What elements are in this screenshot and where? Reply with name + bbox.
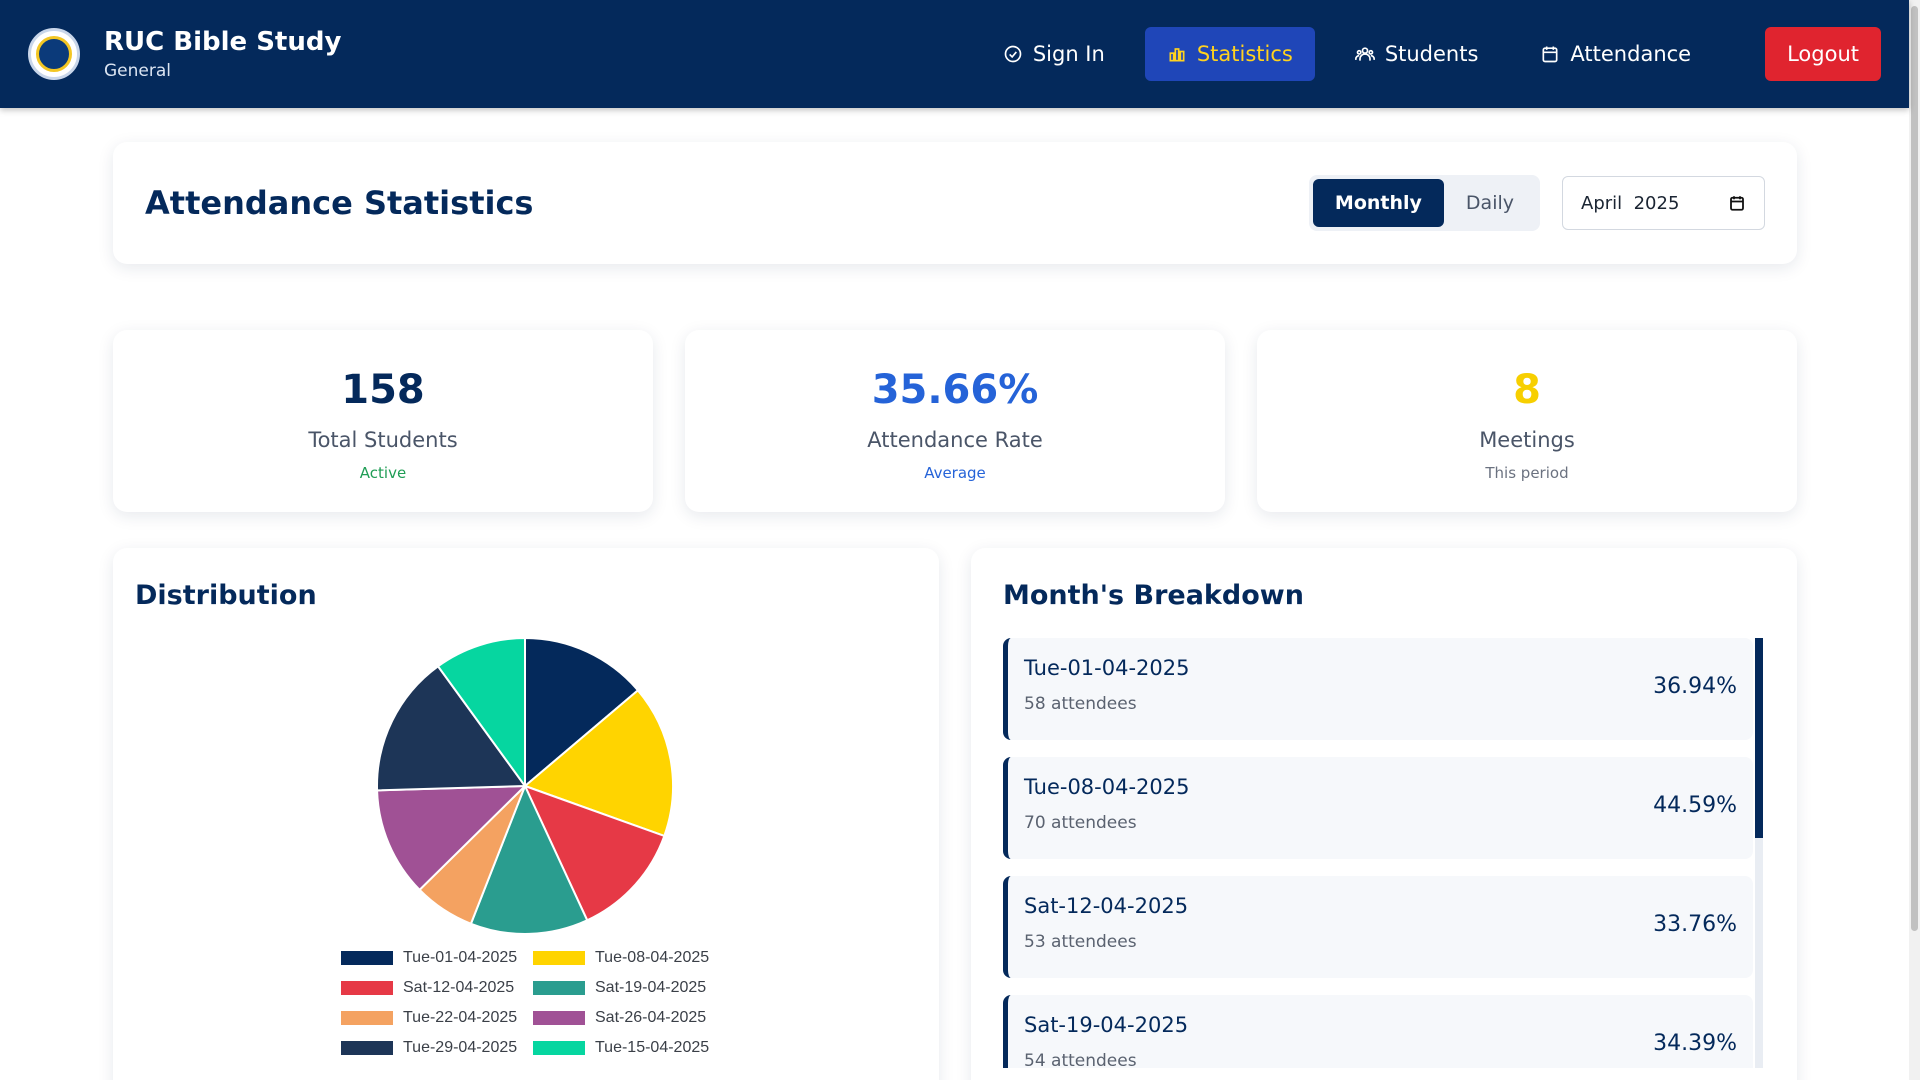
top-navbar: RUC Bible Study General Sign In Statisti… [0,0,1909,108]
calendar-icon[interactable] [1728,194,1746,212]
breakdown-attendees: 70 attendees [1024,813,1137,833]
breakdown-percent: 34.39% [1653,1031,1737,1056]
distribution-pie-chart [376,636,674,935]
pie-slice-Tue-15-04-2025[interactable] [436,636,526,790]
pie-slice-Tue-08-04-2025[interactable] [523,688,674,838]
legend-label: Sat-26-04-2025 [595,1009,707,1026]
breakdown-attendees: 53 attendees [1024,932,1137,952]
breakdown-scrollbar-thumb[interactable] [1755,638,1763,838]
legend-swatch [533,1011,585,1025]
app-title: RUC Bible Study [104,27,342,57]
legend-item[interactable]: Tue-15-04-2025 [533,1038,725,1058]
legend-label: Sat-12-04-2025 [403,979,515,996]
legend-item[interactable]: Sat-26-04-2025 [533,1008,725,1028]
legend-swatch [341,981,393,995]
pie-slice-Tue-01-04-2025[interactable] [524,636,640,789]
nav-statistics-label: Statistics [1196,42,1293,66]
legend-label: Tue-15-04-2025 [595,1039,710,1056]
stat-card-attendance-rate: 35.66% Attendance Rate Average [685,330,1225,512]
page-scrollbar[interactable] [1909,0,1920,1080]
page-title: Attendance Statistics [145,184,534,222]
legend-label: Tue-22-04-2025 [403,1009,518,1026]
app-subtitle: General [104,61,171,81]
logout-button[interactable]: Logout [1765,27,1881,81]
nav-attendance[interactable]: Attendance [1518,27,1713,81]
title-card: Attendance Statistics Monthly Daily Apri… [113,142,1797,264]
legend-item[interactable]: Tue-01-04-2025 [341,948,533,968]
breakdown-date: Sat-12-04-2025 [1024,894,1189,918]
meetings-label: Meetings [1479,428,1575,452]
pie-slice-Sat-26-04-2025[interactable] [376,784,528,892]
breakdown-attendees: 58 attendees [1024,694,1137,714]
pie-slice-Sat-19-04-2025[interactable] [469,783,589,935]
ruc-logo [28,28,80,80]
legend-swatch [341,951,393,965]
legend-swatch [341,1041,393,1055]
breakdown-item[interactable]: Sat-19-04-2025 54 attendees 34.39% [1003,995,1753,1068]
nav-statistics[interactable]: Statistics [1144,27,1315,81]
brand[interactable]: RUC Bible Study General [28,25,341,83]
legend-item[interactable]: Tue-22-04-2025 [341,1008,533,1028]
bar-chart-icon [1169,48,1185,62]
legend-item[interactable]: Tue-08-04-2025 [533,948,725,968]
attendance-rate-sub: Average [924,464,986,482]
breakdown-percent: 36.94% [1653,674,1737,699]
breakdown-item[interactable]: Tue-08-04-2025 70 attendees 44.59% [1003,757,1753,859]
pie-slice-Sat-12-04-2025[interactable] [523,784,666,922]
breakdown-date: Sat-19-04-2025 [1024,1013,1189,1037]
breakdown-date: Tue-01-04-2025 [1024,656,1190,680]
legend-label: Tue-08-04-2025 [595,949,710,966]
nav-sign-in-label: Sign In [1032,42,1105,66]
legend-item[interactable]: Tue-29-04-2025 [341,1038,533,1058]
distribution-title: Distribution [135,580,317,611]
stat-card-meetings: 8 Meetings This period [1257,330,1797,512]
breakdown-list: Tue-01-04-2025 58 attendees 36.94% Tue-0… [1003,638,1763,1068]
breakdown-percent: 44.59% [1653,793,1737,818]
legend-label: Tue-29-04-2025 [403,1039,518,1056]
pie-slice-Tue-29-04-2025[interactable] [376,664,527,792]
nav-attendance-label: Attendance [1570,42,1692,66]
calendar-icon [1542,46,1558,63]
breakdown-attendees: 54 attendees [1024,1051,1137,1068]
legend-item[interactable]: Sat-19-04-2025 [533,978,725,998]
month-picker-input[interactable]: April 2025 [1562,176,1765,230]
check-circle-icon [1004,45,1022,63]
main-nav: Sign In Statistics Students Attendance L… [981,27,1881,81]
breakdown-item[interactable]: Sat-12-04-2025 53 attendees 33.76% [1003,876,1753,978]
breakdown-date: Tue-08-04-2025 [1024,775,1190,799]
breakdown-card: Month's Breakdown Tue-01-04-2025 58 atte… [971,548,1797,1080]
attendance-rate-label: Attendance Rate [867,428,1043,452]
nav-sign-in[interactable]: Sign In [981,27,1127,81]
legend-label: Sat-19-04-2025 [595,979,707,996]
meetings-value: 8 [1513,367,1541,413]
stat-card-total-students: 158 Total Students Active [113,330,653,512]
legend-swatch [533,951,585,965]
breakdown-percent: 33.76% [1653,912,1737,937]
legend-swatch [533,1041,585,1055]
total-students-value: 158 [341,367,425,413]
attendance-rate-value: 35.66% [871,367,1039,413]
breakdown-item[interactable]: Tue-01-04-2025 58 attendees 36.94% [1003,638,1753,740]
meetings-sub: This period [1485,464,1569,482]
breakdown-title: Month's Breakdown [1003,580,1304,611]
period-toggle: Monthly Daily [1308,175,1540,231]
distribution-card: Distribution Tue-01-04-2025 Tue-08-04-202… [113,548,939,1080]
legend-swatch [341,1011,393,1025]
nav-students-label: Students [1384,42,1479,66]
legend-label: Tue-01-04-2025 [403,949,518,966]
page-scrollbar-thumb[interactable] [1911,6,1918,931]
daily-toggle-button[interactable]: Daily [1465,192,1514,214]
breakdown-scrollbar[interactable] [1755,638,1763,1068]
pie-legend: Tue-01-04-2025 Tue-08-04-2025 Sat-12-04-20… [341,948,741,1058]
month-picker-value: April 2025 [1581,192,1680,214]
total-students-sub: Active [359,464,407,482]
users-icon [1354,47,1375,61]
nav-students[interactable]: Students [1333,27,1501,81]
legend-swatch [533,981,585,995]
legend-item[interactable]: Sat-12-04-2025 [341,978,533,998]
monthly-toggle-button[interactable]: Monthly [1312,179,1444,227]
total-students-label: Total Students [308,428,458,452]
